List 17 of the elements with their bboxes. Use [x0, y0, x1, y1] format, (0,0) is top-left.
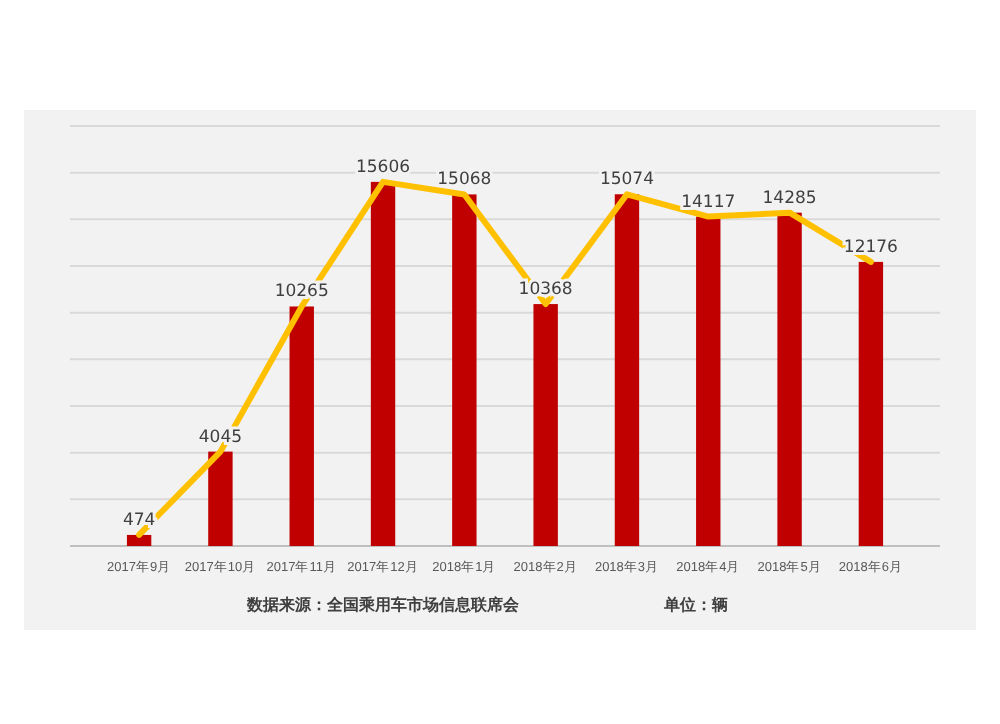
source-note: 数据来源：全国乘用车市场信息联席会: [245, 594, 522, 614]
bar: [289, 306, 314, 546]
bar: [858, 261, 884, 546]
bar: [533, 304, 558, 546]
data-label: 15606: [355, 157, 411, 178]
bar: [696, 216, 721, 546]
bar: [614, 194, 640, 546]
data-label: 14117: [681, 192, 736, 213]
bar: [370, 181, 396, 546]
bar: [208, 451, 233, 546]
text: 单位：辆: [662, 596, 729, 614]
bar: [452, 194, 477, 546]
bar: [126, 534, 152, 546]
data-label: 15074: [599, 170, 655, 191]
data-label: 14285: [762, 188, 817, 209]
bar: [777, 212, 802, 546]
data-label: 15068: [437, 170, 492, 191]
